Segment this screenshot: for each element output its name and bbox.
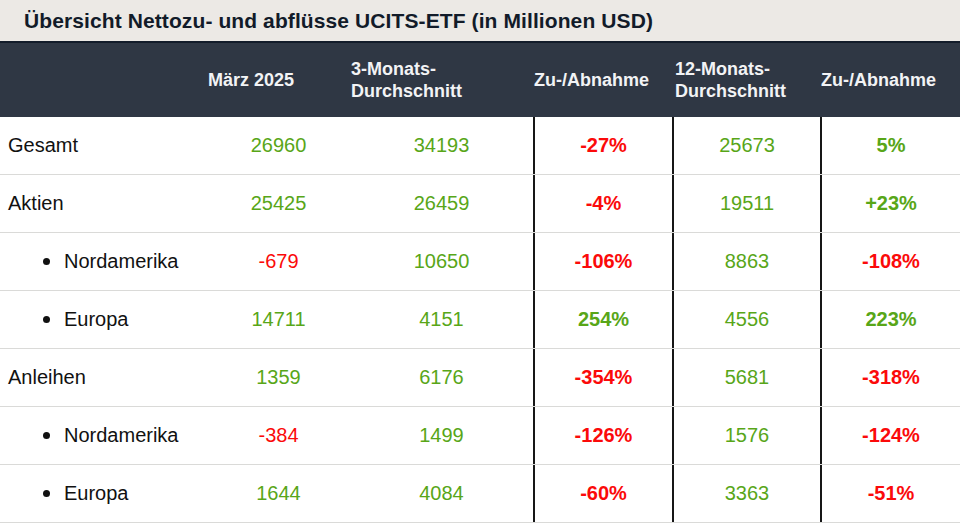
- cell-zu-abnahme-12m: -108%: [820, 233, 960, 290]
- cell-3m-durchschnitt: 1499: [350, 407, 533, 464]
- bullet-icon: [43, 490, 50, 497]
- row-label-cell: Gesamt: [0, 117, 207, 174]
- cell-3m-durchschnitt: 34193: [350, 117, 533, 174]
- column-header-empty: [0, 43, 207, 117]
- table-row-aktien: Aktien 25425 26459 -4% 19511 +23%: [0, 175, 960, 233]
- cell-3m-durchschnitt: 10650: [350, 233, 533, 290]
- page-title: Übersicht Nettozu- und abflüsse UCITS-ET…: [24, 9, 653, 33]
- row-label: Anleihen: [8, 366, 86, 389]
- row-label: Gesamt: [8, 134, 78, 157]
- row-label: Europa: [64, 482, 129, 505]
- row-label-cell: Anleihen: [0, 349, 207, 406]
- bullet-icon: [43, 432, 50, 439]
- column-header-zu-abnahme-3m: Zu-/Abnahme: [533, 43, 674, 117]
- cell-12m-durchschnitt: 25673: [674, 117, 820, 174]
- row-label: Europa: [64, 308, 129, 331]
- cell-zu-abnahme-12m: -124%: [820, 407, 960, 464]
- table-row-anleihen-europa: Europa 1644 4084 -60% 3363 -51%: [0, 465, 960, 523]
- cell-zu-abnahme-3m: 254%: [533, 291, 674, 348]
- cell-zu-abnahme-3m: -4%: [533, 175, 674, 232]
- cell-3m-durchschnitt: 6176: [350, 349, 533, 406]
- cell-zu-abnahme-3m: -60%: [533, 465, 674, 522]
- cell-maerz-2025: 25425: [207, 175, 350, 232]
- row-label-cell: Nordamerika: [0, 233, 207, 290]
- column-header-line: 3-Monats-: [351, 58, 436, 81]
- cell-zu-abnahme-12m: -51%: [820, 465, 960, 522]
- cell-zu-abnahme-12m: 5%: [820, 117, 960, 174]
- column-header-12-monats-durchschnitt: 12-Monats- Durchschnitt: [674, 43, 820, 117]
- cell-maerz-2025: -679: [207, 233, 350, 290]
- row-label: Nordamerika: [64, 424, 178, 447]
- column-header-3-monats-durchschnitt: 3-Monats- Durchschnitt: [350, 43, 533, 117]
- row-label-cell: Nordamerika: [0, 407, 207, 464]
- cell-zu-abnahme-3m: -106%: [533, 233, 674, 290]
- column-header-line: Durchschnitt: [675, 80, 786, 103]
- cell-maerz-2025: 1359: [207, 349, 350, 406]
- table-row-gesamt: Gesamt 26960 34193 -27% 25673 5%: [0, 117, 960, 175]
- etf-flows-table-page: Übersicht Nettozu- und abflüsse UCITS-ET…: [0, 0, 960, 524]
- table-row-anleihen-nordamerika: Nordamerika -384 1499 -126% 1576 -124%: [0, 407, 960, 465]
- cell-3m-durchschnitt: 4151: [350, 291, 533, 348]
- table-header-row: März 2025 3-Monats- Durchschnitt Zu-/Abn…: [0, 41, 960, 117]
- row-label-cell: Europa: [0, 291, 207, 348]
- table-row-aktien-europa: Europa 14711 4151 254% 4556 223%: [0, 291, 960, 349]
- row-label: Aktien: [8, 192, 64, 215]
- cell-zu-abnahme-3m: -27%: [533, 117, 674, 174]
- table-body: Gesamt 26960 34193 -27% 25673 5% Aktien …: [0, 117, 960, 523]
- cell-zu-abnahme-12m: -318%: [820, 349, 960, 406]
- bullet-icon: [43, 316, 50, 323]
- cell-zu-abnahme-12m: +23%: [820, 175, 960, 232]
- cell-maerz-2025: 26960: [207, 117, 350, 174]
- column-header-zu-abnahme-12m: Zu-/Abnahme: [820, 43, 960, 117]
- cell-maerz-2025: 14711: [207, 291, 350, 348]
- row-label-cell: Europa: [0, 465, 207, 522]
- column-header-line: Durchschnitt: [351, 80, 462, 103]
- cell-12m-durchschnitt: 1576: [674, 407, 820, 464]
- cell-zu-abnahme-3m: -354%: [533, 349, 674, 406]
- column-header-maerz-2025: März 2025: [207, 43, 350, 117]
- cell-maerz-2025: -384: [207, 407, 350, 464]
- cell-zu-abnahme-3m: -126%: [533, 407, 674, 464]
- column-header-line: 12-Monats-: [675, 58, 770, 81]
- cell-zu-abnahme-12m: 223%: [820, 291, 960, 348]
- bullet-icon: [43, 258, 50, 265]
- row-label: Nordamerika: [64, 250, 178, 273]
- title-bar: Übersicht Nettozu- und abflüsse UCITS-ET…: [0, 0, 960, 41]
- cell-3m-durchschnitt: 4084: [350, 465, 533, 522]
- cell-maerz-2025: 1644: [207, 465, 350, 522]
- table-row-anleihen: Anleihen 1359 6176 -354% 5681 -318%: [0, 349, 960, 407]
- cell-12m-durchschnitt: 4556: [674, 291, 820, 348]
- cell-12m-durchschnitt: 5681: [674, 349, 820, 406]
- cell-12m-durchschnitt: 3363: [674, 465, 820, 522]
- cell-3m-durchschnitt: 26459: [350, 175, 533, 232]
- table-row-aktien-nordamerika: Nordamerika -679 10650 -106% 8863 -108%: [0, 233, 960, 291]
- row-label-cell: Aktien: [0, 175, 207, 232]
- cell-12m-durchschnitt: 8863: [674, 233, 820, 290]
- cell-12m-durchschnitt: 19511: [674, 175, 820, 232]
